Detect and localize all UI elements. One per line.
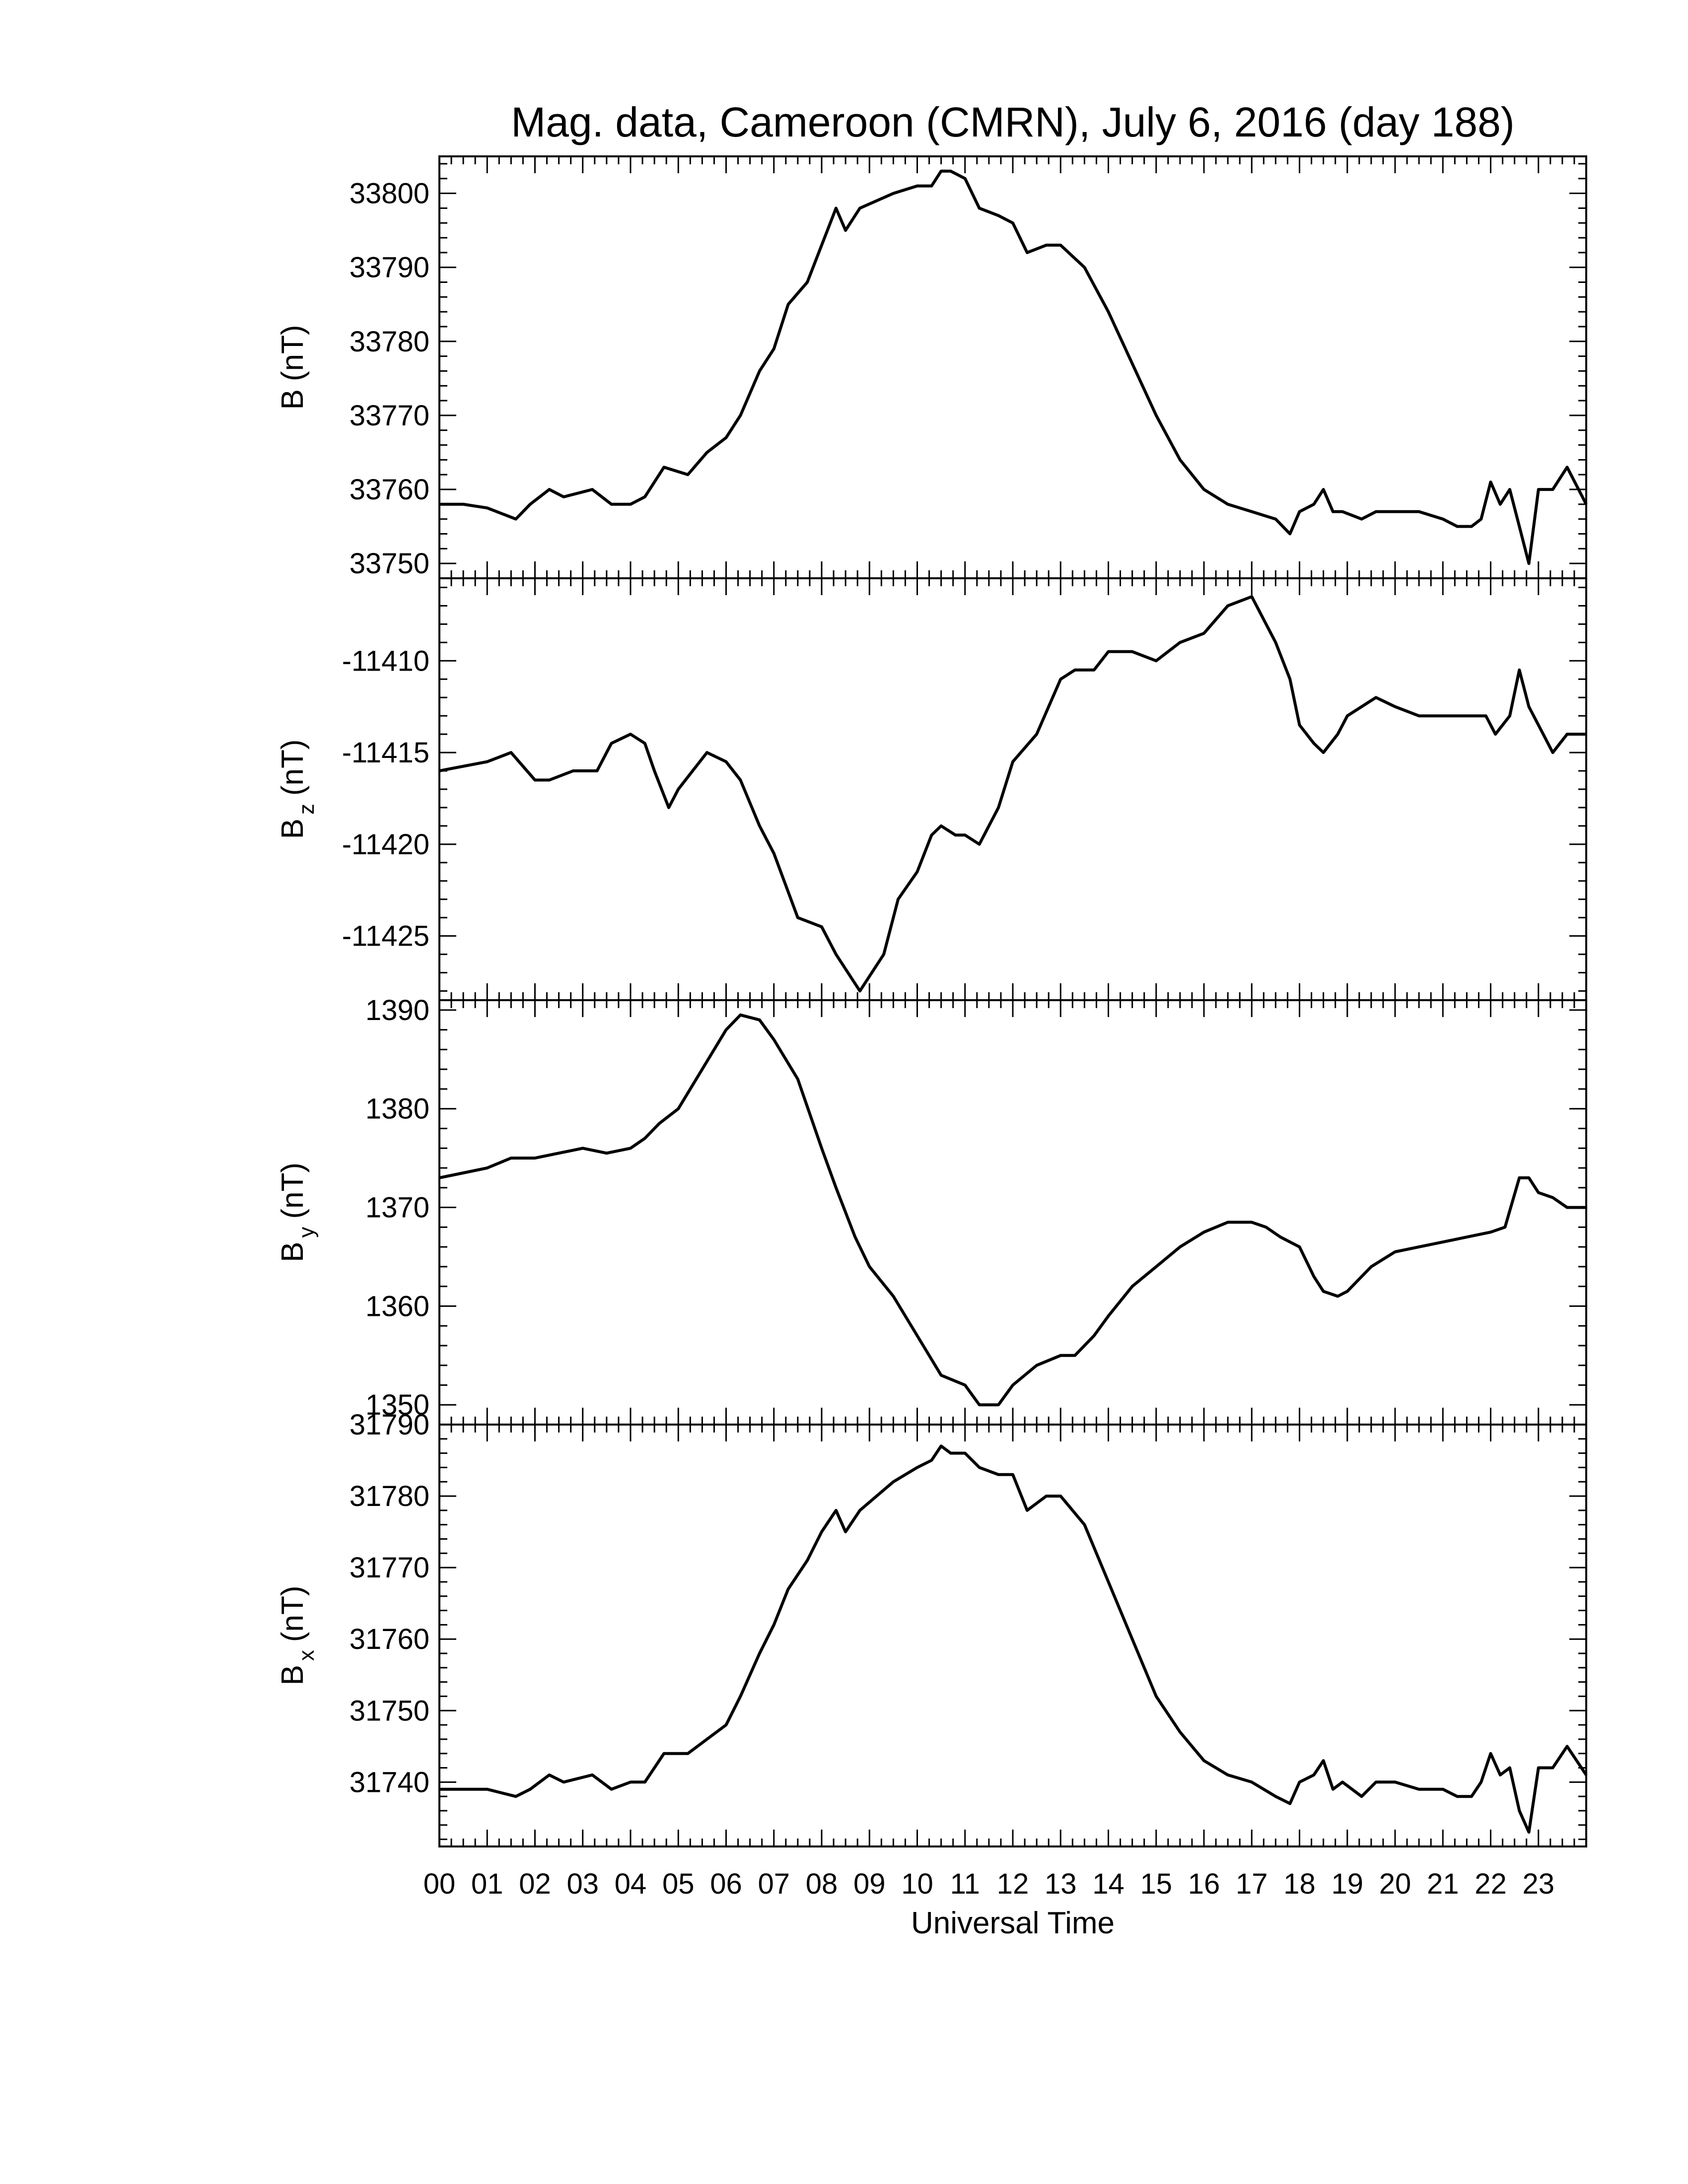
x-tick-label: 18: [1283, 1868, 1316, 1900]
y-tick-label: 31790: [350, 1409, 429, 1441]
x-tick-label: 13: [1045, 1868, 1077, 1900]
series-line-2: [439, 1013, 1586, 1407]
y-tick-label: 31750: [350, 1695, 429, 1727]
y-tick-label: 33790: [350, 252, 429, 284]
x-tick-label: 20: [1379, 1868, 1411, 1900]
x-tick-label: 19: [1331, 1868, 1363, 1900]
y-tick-label: 33760: [350, 474, 429, 506]
x-axis-label: Universal Time: [911, 1906, 1115, 1940]
y-axis-label: B (nT): [276, 325, 310, 410]
y-tick-label: 1370: [365, 1192, 429, 1224]
y-tick-label: 33780: [350, 326, 429, 358]
y-axis-label-main: B: [276, 1242, 310, 1262]
y-tick-label: 33800: [350, 178, 429, 210]
panel-frame: [438, 999, 1587, 1426]
panel-frame: [438, 155, 1587, 579]
x-tick-label: 01: [471, 1868, 503, 1900]
panels-group: 337503376033770337803379033800B(nT)-1142…: [276, 155, 1588, 1847]
y-axis-label-subscript: y: [294, 1227, 319, 1238]
x-tick-label: 06: [710, 1868, 742, 1900]
y-axis-label-unit: (nT): [276, 1162, 310, 1219]
y-tick-label: 31770: [350, 1552, 429, 1584]
y-axis-label-main: B: [276, 1665, 310, 1685]
y-axis-label-unit: (nT): [276, 325, 310, 381]
series-line-3: [439, 1444, 1588, 1834]
y-tick-label: 31780: [350, 1480, 429, 1512]
x-axis: 00 01 02 03 04 05 06 07 08 09 10 11 12 13 14 15 16 17 18 19…: [423, 1868, 1554, 1900]
y-axis-label: By (nT): [276, 1162, 319, 1262]
y-tick-label: -11410: [342, 645, 429, 677]
y-axis-label: Bx (nT): [276, 1585, 319, 1685]
x-tick-label: 23: [1522, 1868, 1554, 1900]
x-tick-label: 02: [519, 1868, 551, 1900]
y-axis-label-unit: (nT): [276, 1585, 310, 1642]
x-tick-label: 05: [662, 1868, 695, 1900]
y-tick-label: 1390: [365, 994, 429, 1026]
x-tick-label: 09: [853, 1868, 886, 1900]
x-tick-label: 22: [1475, 1868, 1507, 1900]
x-tick-label: 03: [566, 1868, 599, 1900]
y-tick-label: 33750: [350, 547, 429, 580]
y-tick-label: -11415: [342, 737, 429, 769]
x-tick-label: 04: [615, 1868, 647, 1900]
panel-3: 31740 31750 31760 31770 31780 31790 Bx (nT): [276, 1409, 1588, 1847]
panel-frame: [438, 1424, 1587, 1847]
x-tick-label: 14: [1092, 1868, 1125, 1900]
x-tick-label: 10: [901, 1868, 933, 1900]
series-line-1: [439, 595, 1586, 993]
y-tick-label: 31760: [350, 1623, 429, 1655]
y-tick-label: 1380: [365, 1093, 429, 1125]
x-tick-label: 07: [758, 1868, 790, 1900]
x-tick-label: 17: [1236, 1868, 1268, 1900]
panel-frame: [438, 577, 1587, 1001]
x-tick-label: 16: [1188, 1868, 1220, 1900]
y-axis-label-main: B: [276, 389, 310, 410]
y-tick-label: 31740: [350, 1766, 429, 1798]
y-axis-label: Bz (nT): [276, 739, 319, 839]
y-tick-label: 1360: [365, 1290, 429, 1322]
x-tick-label: 00: [423, 1868, 456, 1900]
y-tick-label: -11420: [342, 828, 429, 861]
y-axis-label-unit: (nT): [276, 739, 310, 796]
chart-title: Mag. data, Cameroon (CMRN), July 6, 2016…: [511, 99, 1515, 145]
y-axis-label-main: B: [276, 819, 310, 839]
y-tick-label: 1350: [365, 1389, 429, 1421]
y-tick-label: -11425: [342, 920, 429, 953]
x-tick-label: 21: [1427, 1868, 1459, 1900]
y-axis-label-subscript: z: [294, 804, 319, 815]
panel-2: 1350 1360 1370 1380 1390 By (nT): [276, 994, 1587, 1426]
panel-1: -11425 -11420 -11415 -11410 Bz (nT): [276, 577, 1587, 1001]
y-tick-label: 33770: [350, 400, 429, 432]
x-tick-label: 11: [950, 1868, 980, 1900]
x-tick-label: 15: [1140, 1868, 1172, 1900]
panel-0: 33750 33760 33770 33780 33790 33800 B (nT): [276, 155, 1588, 580]
x-tick-label: 12: [997, 1868, 1029, 1900]
series-line-0: [439, 169, 1588, 565]
x-tick-label: 08: [806, 1868, 838, 1900]
y-axis-label-subscript: x: [294, 1650, 319, 1661]
